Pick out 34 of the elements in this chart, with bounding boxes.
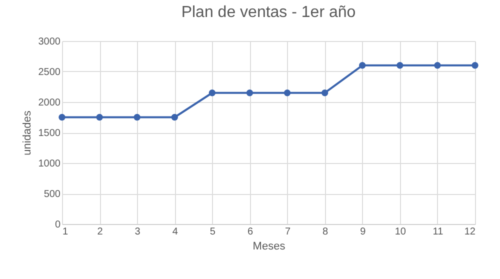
y-tick-label: 500 (44, 189, 61, 200)
x-tick-label: 5 (210, 226, 216, 238)
x-tick-label: 7 (284, 226, 291, 238)
y-tick-label: 2000 (38, 98, 61, 108)
y-tick-label: 1500 (38, 128, 61, 139)
point (321, 90, 328, 96)
x-tick-label: 8 (322, 226, 329, 238)
y-tick-label: 0 (54, 220, 61, 230)
x-axis-title: Meses (252, 240, 286, 252)
point (434, 62, 441, 69)
point (246, 90, 254, 96)
chart-title: Plan de ventas - 1er año (181, 4, 356, 21)
x-tick-label: 9 (360, 226, 366, 238)
x-tick-label: 2 (97, 226, 104, 238)
point (96, 114, 103, 121)
x-tick-label: 3 (134, 226, 141, 238)
x-tick-label: 4 (172, 226, 178, 238)
x-tick-label: 12 (464, 226, 476, 238)
x-tick-label: 11 (432, 226, 444, 238)
y-tick-label: 1000 (38, 158, 61, 170)
point (396, 62, 404, 69)
x-tick-label: 10 (394, 226, 406, 238)
point (58, 114, 66, 121)
x-tick-label: 1 (62, 226, 68, 238)
y-axis-title: unidades (21, 110, 34, 156)
y-tick-label: 3000 (38, 36, 61, 48)
point (472, 62, 478, 69)
x-tick-label: 6 (247, 226, 254, 238)
point (284, 90, 291, 96)
point (171, 114, 178, 121)
point (359, 62, 366, 69)
point (134, 114, 140, 121)
y-tick-label: 2500 (38, 67, 61, 78)
point (208, 90, 216, 96)
